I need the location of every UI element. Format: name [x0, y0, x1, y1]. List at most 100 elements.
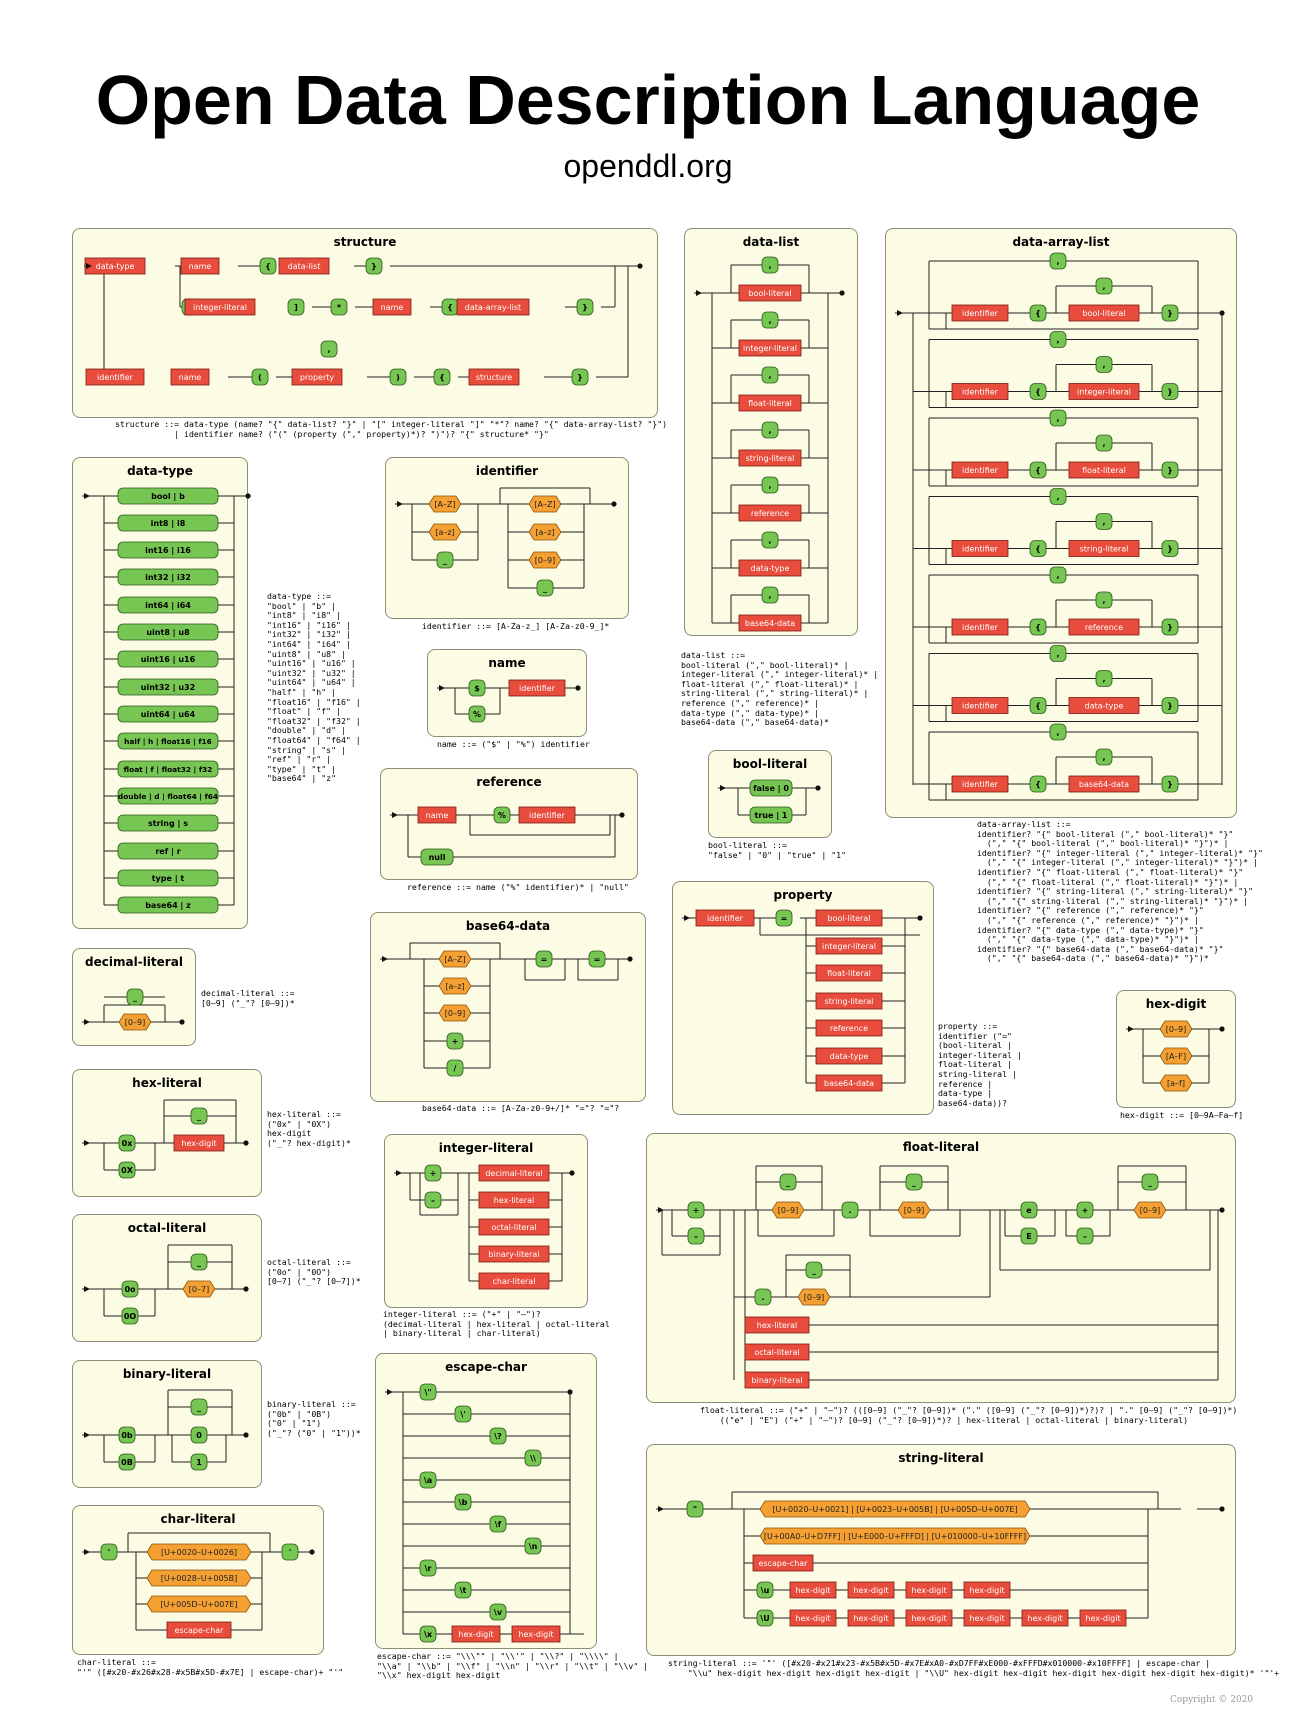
terminal-token: 0b: [118, 1426, 136, 1444]
terminal-token: ,: [761, 531, 779, 549]
token-label: hex-digit: [795, 1586, 830, 1595]
token-label: 0o: [124, 1285, 136, 1294]
token-label: ': [108, 1548, 110, 1557]
token-label: integer-literal: [743, 344, 797, 353]
terminal-token: }: [576, 298, 594, 316]
token-label: data-list: [288, 262, 321, 271]
terminal-token: ,: [761, 421, 779, 439]
terminal-token: (: [251, 368, 269, 386]
token-label: bool-literal: [828, 914, 871, 923]
nonterminal-ref: data-type: [1068, 697, 1140, 714]
rail-end-dot: [569, 1170, 575, 1176]
token-label: [0–9]: [804, 1293, 824, 1302]
terminal-token: }: [1161, 618, 1179, 636]
token-label: binary-literal: [752, 1376, 803, 1385]
grammar-rule-float-literal: float-literal ::= ("+" | "–")? (([0–9] (…: [700, 1405, 1238, 1425]
token-label: {: [439, 373, 445, 382]
token-label: base64-data: [745, 619, 795, 628]
panel-char-literal: char-literal: [72, 1505, 324, 1655]
nonterminal-ref: data-type: [738, 559, 802, 577]
token-label: hex-digit: [1027, 1614, 1062, 1623]
panel-binary-literal: binary-literal: [72, 1360, 262, 1488]
nonterminal-ref: escape-char: [752, 1554, 814, 1572]
token-label: \a: [424, 1476, 432, 1485]
nonterminal-ref: string-literal: [738, 449, 802, 467]
token-label: hex-digit: [181, 1139, 216, 1148]
terminal-token: ,: [1049, 566, 1067, 584]
token-label: uint32 | u32: [141, 683, 195, 692]
token-label: ): [396, 373, 400, 382]
terminal-token: _: [805, 1261, 823, 1279]
rail-end-dot: [815, 785, 821, 791]
token-label: hex-digit: [911, 1586, 946, 1595]
token-label: (: [258, 373, 262, 382]
token-label: \U: [760, 1614, 769, 1623]
token-label: _: [543, 584, 547, 593]
token-label: ,: [1102, 518, 1105, 527]
terminal-token: {: [441, 298, 459, 316]
terminal-token: +: [687, 1201, 705, 1219]
nonterminal-ref: float-literal: [1068, 461, 1140, 479]
terminal-token: =: [588, 950, 606, 968]
diagram-escape-char: \" \' \? \\ \a \b \f \n \r \t \v \x hex-digit hex-dig…: [385, 1383, 584, 1643]
token-label: _: [443, 556, 447, 565]
token-label: identifier: [962, 388, 999, 397]
token-label: hex-digit: [853, 1614, 888, 1623]
token-label: \?: [494, 1432, 502, 1441]
terminal-token: ': [281, 1543, 299, 1561]
token-label: [a–z]: [435, 528, 454, 537]
token-label: ,: [1102, 439, 1105, 448]
token-label: hex-digit: [458, 1630, 493, 1639]
token-label: [U+0028–U+005B]: [161, 1574, 237, 1583]
token-label: %: [473, 710, 481, 719]
token-label: float-literal: [827, 969, 871, 978]
terminal-token: 0o: [121, 1280, 139, 1298]
token-label: float-literal: [748, 399, 792, 408]
nonterminal-ref: base64-data: [1068, 775, 1140, 793]
token-label: identifier: [962, 780, 999, 789]
token-label: name: [426, 811, 449, 820]
panel-title: data-array-list: [1012, 235, 1110, 249]
terminal-token: ,: [1095, 356, 1113, 373]
token-label: ,: [1102, 361, 1105, 370]
token-label: ,: [768, 481, 771, 490]
rail-end-dot: [567, 1389, 573, 1395]
terminal-token: _: [190, 1398, 208, 1416]
token-label: ref | r: [155, 847, 180, 856]
terminal-token: \?: [489, 1427, 507, 1445]
page-subtitle[interactable]: openddl.org: [563, 148, 733, 184]
token-label: octal-literal: [754, 1348, 799, 1357]
token-label: double | d | float64 | f64: [118, 792, 218, 802]
nonterminal-ref: reference: [1068, 618, 1140, 636]
token-label: }: [1167, 545, 1173, 554]
token-label: half | h | float16 | f16: [124, 737, 212, 747]
nonterminal-ref: structure: [468, 368, 520, 386]
terminal-token: ,: [1049, 409, 1067, 427]
terminal-token: }: [1161, 383, 1179, 400]
token-label: ,: [1102, 753, 1105, 762]
diagram-property: identifier = bool-literal integer-literal fl…: [682, 909, 923, 1092]
nonterminal-ref: bool-literal: [815, 909, 883, 927]
token-label: [0–9]: [1166, 1025, 1186, 1034]
terminal-token: –: [424, 1191, 442, 1209]
token-label: true | 1: [755, 811, 788, 820]
token-label: bool | b: [151, 492, 185, 501]
terminal-token: }: [365, 257, 383, 275]
panel-identifier: identifier: [385, 457, 629, 619]
diagram-base64-data: [A–Z] [a–z] [0–9] + / = =: [380, 942, 633, 1077]
terminal-token: int32 | i32: [117, 568, 219, 586]
terminal-token: ,: [1095, 591, 1113, 609]
nonterminal-ref: decimal-literal: [478, 1164, 550, 1182]
terminal-token: _: [905, 1173, 923, 1191]
terminal-token: _: [779, 1173, 797, 1191]
panel-title: identifier: [475, 464, 539, 478]
token-label: \n: [529, 1542, 538, 1551]
terminal-token: float | f | float32 | f32: [117, 760, 219, 778]
rail-start-arrow: [897, 310, 903, 316]
token-label: [A–Z]: [534, 500, 555, 509]
terminal-token: ,: [761, 476, 779, 494]
terminal-token: ]: [287, 298, 305, 316]
token-label: string | s: [148, 819, 188, 828]
nonterminal-ref: identifier: [951, 618, 1009, 636]
nonterminal-ref: name: [372, 298, 412, 316]
